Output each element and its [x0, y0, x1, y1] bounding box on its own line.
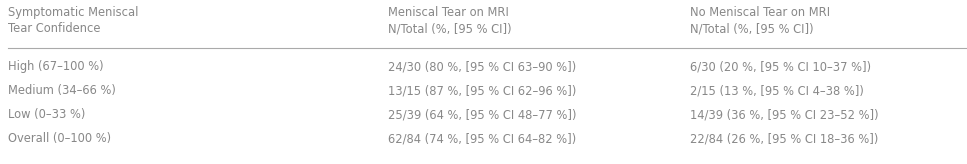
Text: 22/84 (26 %, [95 % CI 18–36 %]): 22/84 (26 %, [95 % CI 18–36 %]) [690, 132, 878, 145]
Text: High (67–100 %): High (67–100 %) [8, 60, 103, 73]
Text: 25/39 (64 %, [95 % CI 48–77 %]): 25/39 (64 %, [95 % CI 48–77 %]) [388, 108, 576, 121]
Text: Overall (0–100 %): Overall (0–100 %) [8, 132, 111, 145]
Text: Tear Confidence: Tear Confidence [8, 22, 101, 35]
Text: 62/84 (74 %, [95 % CI 64–82 %]): 62/84 (74 %, [95 % CI 64–82 %]) [388, 132, 576, 145]
Text: Symptomatic Meniscal: Symptomatic Meniscal [8, 6, 138, 19]
Text: 24/30 (80 %, [95 % CI 63–90 %]): 24/30 (80 %, [95 % CI 63–90 %]) [388, 60, 576, 73]
Text: Medium (34–66 %): Medium (34–66 %) [8, 84, 116, 97]
Text: N/Total (%, [95 % CI]): N/Total (%, [95 % CI]) [690, 22, 813, 35]
Text: Low (0–33 %): Low (0–33 %) [8, 108, 85, 121]
Text: N/Total (%, [95 % CI]): N/Total (%, [95 % CI]) [388, 22, 512, 35]
Text: 14/39 (36 %, [95 % CI 23–52 %]): 14/39 (36 %, [95 % CI 23–52 %]) [690, 108, 879, 121]
Text: No Meniscal Tear on MRI: No Meniscal Tear on MRI [690, 6, 830, 19]
Text: 13/15 (87 %, [95 % CI 62–96 %]): 13/15 (87 %, [95 % CI 62–96 %]) [388, 84, 576, 97]
Text: Meniscal Tear on MRI: Meniscal Tear on MRI [388, 6, 509, 19]
Text: 2/15 (13 %, [95 % CI 4–38 %]): 2/15 (13 %, [95 % CI 4–38 %]) [690, 84, 864, 97]
Text: 6/30 (20 %, [95 % CI 10–37 %]): 6/30 (20 %, [95 % CI 10–37 %]) [690, 60, 871, 73]
